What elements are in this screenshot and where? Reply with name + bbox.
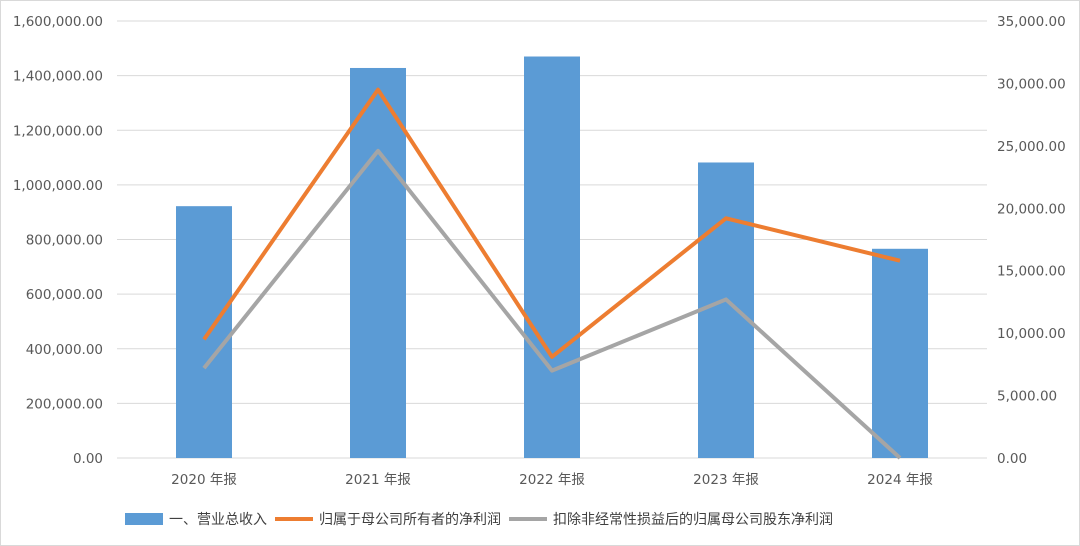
legend-label: 扣除非经常性损益后的归属母公司股东净利润 — [553, 511, 833, 528]
right-axis-tick-label: 25,000.00 — [997, 139, 1066, 155]
left-axis-tick-label: 800,000.00 — [26, 233, 103, 249]
right-axis-ticks: 0.00 5,000.00 10,000.00 15,000.00 20,000.00 2… — [997, 14, 1066, 467]
bar — [176, 206, 232, 458]
right-axis-tick-label: 10,000.00 — [997, 326, 1066, 342]
left-axis-tick-label: 1,400,000.00 — [13, 69, 103, 85]
legend: 一、营业总收入 归属于母公司所有者的净利润 扣除非经常性损益后的归属母公司股东净利润 — [125, 511, 833, 528]
right-axis-tick-label: 20,000.00 — [997, 201, 1066, 217]
x-axis-tick-label: 2021 年报 — [345, 472, 411, 488]
left-axis-tick-label: 1,200,000.00 — [13, 123, 103, 139]
right-axis-tick-label: 5,000.00 — [997, 389, 1057, 405]
right-axis-tick-label: 35,000.00 — [997, 14, 1066, 30]
right-axis-tick-label: 0.00 — [997, 451, 1027, 467]
x-axis-tick-label: 2024 年报 — [867, 472, 933, 488]
line-series-path — [202, 87, 901, 359]
line-series-path — [202, 148, 902, 460]
right-axis-tick-label: 15,000.00 — [997, 264, 1066, 280]
bar — [872, 248, 928, 458]
legend-swatch — [125, 513, 163, 525]
bar — [350, 67, 406, 458]
left-axis-tick-label: 1,600,000.00 — [13, 14, 103, 30]
x-axis-tick-label: 2022 年报 — [519, 472, 585, 488]
left-axis-tick-label: 0.00 — [73, 451, 103, 467]
bar-series — [176, 56, 928, 458]
legend-label: 归属于母公司所有者的净利润 — [319, 511, 501, 528]
line-series — [202, 87, 902, 460]
left-axis-tick-label: 400,000.00 — [26, 342, 103, 358]
bar — [698, 162, 754, 458]
bar — [524, 56, 580, 458]
left-axis-tick-label: 200,000.00 — [26, 396, 103, 412]
legend-label: 一、营业总收入 — [169, 512, 267, 528]
x-axis-tick-label: 2020 年报 — [171, 472, 237, 488]
left-axis-tick-label: 1,000,000.00 — [13, 178, 103, 194]
left-axis-tick-label: 600,000.00 — [26, 287, 103, 303]
x-axis-ticks: 2020 年报 2021 年报 2022 年报 2023 年报 2024 年报 — [171, 472, 933, 488]
left-axis-ticks: 0.00 200,000.00 400,000.00 600,000.00 800,00… — [13, 14, 103, 467]
x-axis-tick-label: 2023 年报 — [693, 472, 759, 488]
right-axis-tick-label: 30,000.00 — [997, 76, 1066, 92]
